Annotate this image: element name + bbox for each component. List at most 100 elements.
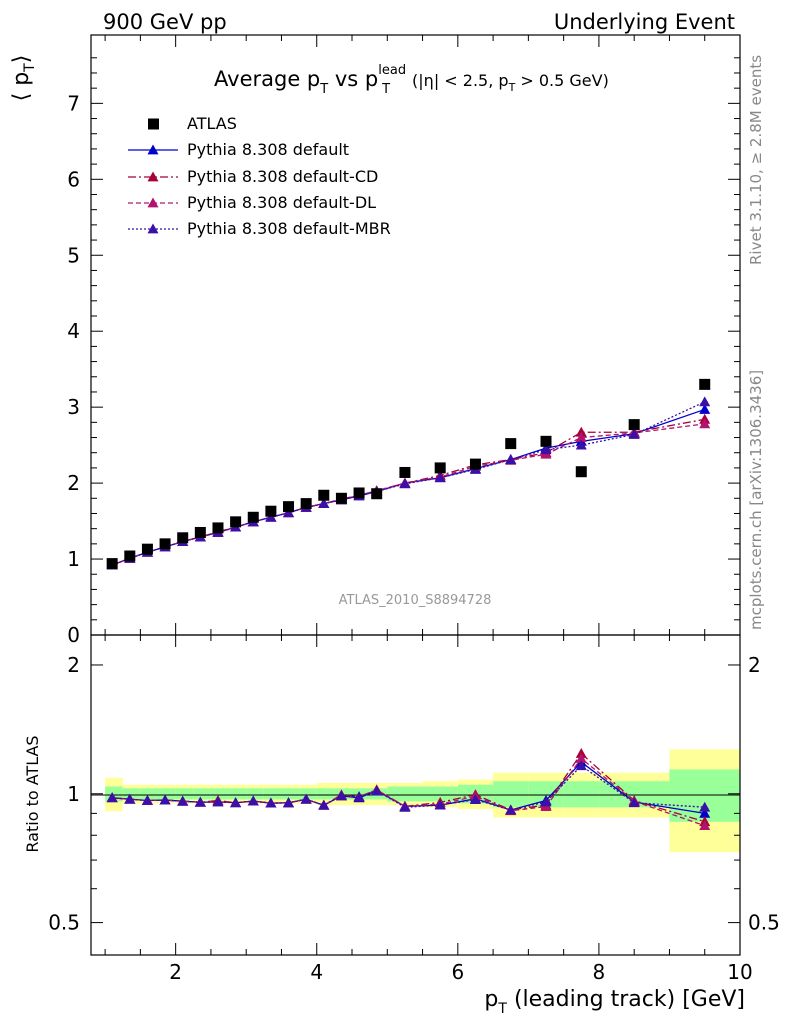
series-point-4 <box>628 428 640 439</box>
ratio-y-tick-label: 2 <box>67 653 80 677</box>
atlas-data-point <box>194 526 206 538</box>
legend-entry-cd: Pythia 8.308 default-CD <box>187 167 378 186</box>
ratio-point-4 <box>469 794 481 805</box>
series-point-4 <box>399 478 411 489</box>
ratio-point-3 <box>699 820 711 831</box>
ratio-point-4 <box>540 796 552 807</box>
legend-marker-4 <box>147 223 159 234</box>
header-right-label: Underlying Event <box>554 10 735 34</box>
legend-marker-1 <box>147 144 159 155</box>
atlas-data-point <box>106 558 118 570</box>
ratio-point-1 <box>699 807 711 818</box>
ratio-point-4 <box>283 797 295 808</box>
ratio-point-4 <box>318 799 330 810</box>
chart-title: Average pT vs plead T (|η| < 2.5, pT > 0.5… <box>214 63 609 97</box>
title-part-b-sup: lead <box>378 63 406 78</box>
series-point-4 <box>434 472 446 483</box>
main-y-axis-label-text: ⟨ p <box>9 72 34 102</box>
main-y-axis-label: ⟨ pT⟩ <box>9 55 38 102</box>
x-tick-labels: 2 4 6 8 10 <box>169 960 752 984</box>
main-y-tick-label: 3 <box>67 395 80 419</box>
atlas-data-point <box>265 505 277 517</box>
x-tick-label: 4 <box>310 960 323 984</box>
atlas-data-point <box>124 550 136 562</box>
ratio-point-4 <box>371 785 383 796</box>
ratio-point-4 <box>353 791 365 802</box>
main-y-tick-labels: 0 1 2 3 4 5 6 7 <box>67 91 80 647</box>
ratio-point-4 <box>699 801 711 812</box>
series-point-3 <box>575 432 587 442</box>
ratio-point-4 <box>141 794 153 805</box>
series-line-3 <box>111 423 705 566</box>
series-point-4 <box>283 507 295 518</box>
series-point-4 <box>699 396 711 407</box>
title-cut: (|η| < 2.5, p <box>412 71 509 90</box>
x-axis-label-sub: T <box>497 1001 507 1017</box>
atlas-data-point <box>159 538 171 550</box>
ratio-band-inner <box>228 788 247 800</box>
title-cut-sub: T <box>508 81 516 94</box>
atlas-data-point <box>699 378 711 390</box>
ratio-band-inner <box>158 788 176 800</box>
main-axis-ticks <box>91 57 740 636</box>
main-y-tick-label: 4 <box>67 319 80 343</box>
series-point-3 <box>699 418 711 429</box>
ratio-band-inner <box>316 788 335 800</box>
ratio-point-4 <box>434 799 446 810</box>
series-point-4 <box>575 439 587 450</box>
atlas-data-point <box>371 488 383 500</box>
legend-entry-dl: Pythia 8.308 default-DL <box>187 193 376 212</box>
series-point-4 <box>318 498 330 509</box>
ratio-band-inner <box>193 788 211 800</box>
ratio-band-inner <box>422 786 458 802</box>
series-point-4 <box>505 454 517 464</box>
atlas-data-point <box>212 522 224 534</box>
legend-entry-atlas: ATLAS <box>187 114 237 133</box>
ratio-point-4 <box>124 793 136 804</box>
ratio-y-tick-label-right: 0.5 <box>748 911 780 935</box>
atlas-data-point <box>353 487 365 499</box>
ratio-point-4 <box>265 797 277 808</box>
ratio-band-inner <box>387 786 423 802</box>
ratio-y-tick-labels: 0.5 1 2 0.5 2 <box>48 653 780 935</box>
legend-entry-default: Pythia 8.308 default <box>187 140 349 159</box>
rivet-version-label: Rivet 3.1.10, ≥ 2.8M events <box>747 55 765 265</box>
ratio-band-inner <box>493 781 529 808</box>
analysis-watermark: ATLAS_2010_S8894728 <box>339 593 492 608</box>
x-tick-label: 2 <box>169 960 182 984</box>
main-panel-series <box>106 378 711 570</box>
atlas-data-point <box>628 419 640 431</box>
legend-markers <box>128 118 178 234</box>
legend-marker-3 <box>147 197 159 208</box>
ratio-point-4 <box>575 760 587 771</box>
series-point-2 <box>575 426 587 437</box>
ratio-point-4 <box>159 794 171 805</box>
ratio-point-3 <box>575 752 587 763</box>
title-cut-end: > 0.5 GeV) <box>515 71 609 90</box>
ratio-band-inner <box>246 788 264 800</box>
ratio-band-inner <box>563 781 599 808</box>
atlas-data-point <box>399 466 411 478</box>
ratio-point-4 <box>628 797 640 808</box>
ratio-y-tick-label-right: 2 <box>748 653 761 677</box>
atlas-data-point <box>247 511 259 523</box>
atlas-data-point <box>335 492 347 504</box>
ratio-panel-frame <box>90 634 741 956</box>
main-y-tick-label: 5 <box>67 243 80 267</box>
legend-marker-atlas <box>148 118 159 130</box>
x-axis-label-end: (leading track) [GeV] <box>507 987 745 1012</box>
x-tick-label: 10 <box>727 960 752 984</box>
series-point-4 <box>540 444 552 455</box>
x-tick-label: 6 <box>451 960 464 984</box>
title-part-b: vs p <box>328 67 378 91</box>
series-point-4 <box>265 511 277 522</box>
ratio-point-4 <box>230 797 242 808</box>
ratio-band-inner <box>140 788 159 800</box>
main-y-tick-label: 1 <box>67 547 80 571</box>
ratio-band-inner <box>299 788 317 800</box>
x-axis-ticks <box>104 35 741 955</box>
series-point-1 <box>699 403 711 414</box>
atlas-data-point <box>283 501 295 513</box>
ratio-band-inner <box>122 788 141 800</box>
